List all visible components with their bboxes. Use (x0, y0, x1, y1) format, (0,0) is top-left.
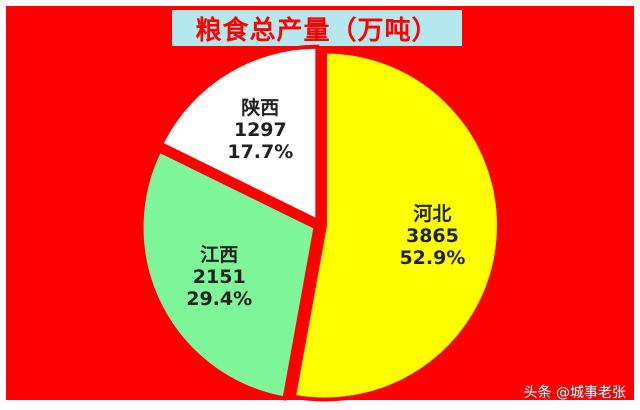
pie-slice-label-name-1: 江西 (200, 244, 238, 266)
pie-slice-label-percent-2: 17.7% (227, 141, 293, 163)
pie-slice-label-value-0: 3865 (406, 225, 459, 247)
pie-slice-2 (158, 44, 320, 224)
pie-slice-label-value-2: 1297 (234, 119, 287, 141)
pie-slice-0 (291, 49, 501, 402)
pie-slice-label-name-0: 河北 (413, 203, 451, 225)
pie-slice-1 (139, 147, 318, 401)
chart-title: 粮食总产量（万吨） (172, 10, 462, 46)
pie-slice-label-value-1: 2151 (193, 266, 246, 288)
pie-slice-label-name-2: 陕西 (241, 96, 279, 119)
pie-slice-label-percent-1: 29.4% (186, 288, 252, 310)
pie-slice-label-percent-0: 52.9% (399, 247, 465, 269)
watermark-text: 头条 @城事老张 (523, 385, 626, 401)
